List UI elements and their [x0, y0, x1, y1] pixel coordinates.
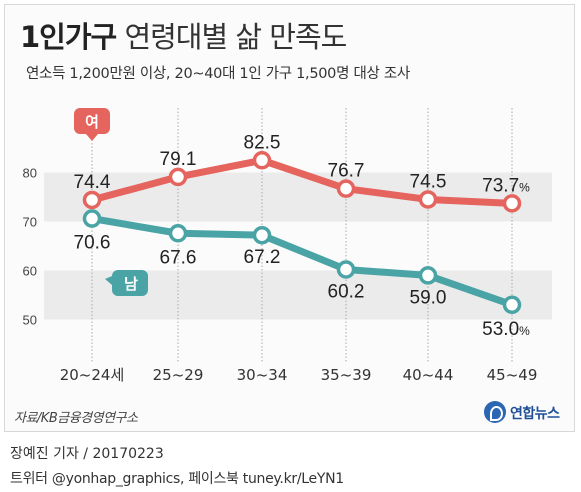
- y-tick-label: 60: [23, 264, 37, 279]
- unit-label: %: [519, 324, 530, 338]
- y-tick-label: 70: [23, 215, 37, 230]
- point-male: [502, 295, 522, 315]
- logo-mark-icon: [484, 401, 506, 423]
- point-male: [82, 209, 102, 228]
- series-line-male: [88, 215, 516, 309]
- unit-label: %: [519, 180, 530, 194]
- social-credit: 트위터 @yonhap_graphics, 페이스북 tuney.kr/LeYN…: [10, 471, 344, 487]
- data-label-male: 60.2: [328, 282, 365, 303]
- callout-female-badge: [74, 108, 110, 141]
- data-label-female: 79.1: [160, 149, 197, 170]
- y-tick-label: 50: [23, 313, 37, 328]
- point-female: [82, 190, 102, 210]
- logo-name: 연합뉴스: [510, 406, 560, 422]
- data-label-male: 67.6: [160, 247, 197, 268]
- point-female: [336, 179, 356, 198]
- chart-title: 1인가구 연령대별 삶 만족도: [20, 14, 347, 56]
- point-female: [418, 190, 438, 209]
- callout-male-badge: [105, 270, 148, 296]
- data-label-female: 74.5: [410, 171, 447, 192]
- yonhap-logo: 연합뉴스: [484, 400, 572, 426]
- point-male: [252, 225, 272, 245]
- chart-subtitle: 연소득 1,200만원 이상, 20~40대 1인 가구 1,500명 대상 조…: [26, 66, 410, 82]
- x-tick-label: 35~39: [321, 366, 372, 384]
- grid-band-0: [44, 172, 552, 222]
- source-note: 자료/KB금융경영연구소: [14, 411, 138, 426]
- x-tick-label: 45~49: [487, 366, 538, 384]
- point-female: [252, 151, 272, 170]
- point-male: [168, 224, 188, 243]
- point-female: [502, 194, 522, 213]
- data-label-male: 59.0: [410, 287, 447, 308]
- data-label-female: 74.4: [74, 172, 111, 193]
- x-tick-label: 20~24세: [60, 366, 125, 384]
- series-line-female: [88, 156, 516, 207]
- x-tick-label: 40~44: [403, 366, 454, 384]
- x-tick-label: 30~34: [237, 366, 288, 384]
- point-male: [418, 266, 438, 285]
- data-label-male: 70.6: [74, 233, 111, 254]
- callout-male-label: 남: [124, 275, 138, 293]
- title-main: 1인가구: [20, 20, 117, 54]
- point-male: [336, 260, 356, 279]
- title-rest: 연령대별 삶 만족도: [124, 20, 347, 54]
- byline: 장예진 기자 / 20170223: [10, 446, 164, 462]
- data-label-female: 82.5: [244, 132, 281, 153]
- data-label-male: 67.2: [244, 247, 281, 268]
- data-label-male: 53.0%: [482, 319, 530, 340]
- y-tick-label: 80: [23, 166, 37, 181]
- x-tick-label: 25~29: [153, 366, 204, 384]
- point-female: [168, 167, 188, 187]
- callout-female-label: 여: [85, 113, 99, 131]
- data-label-female: 76.7: [328, 161, 365, 182]
- data-label-female: 73.7%: [482, 175, 530, 196]
